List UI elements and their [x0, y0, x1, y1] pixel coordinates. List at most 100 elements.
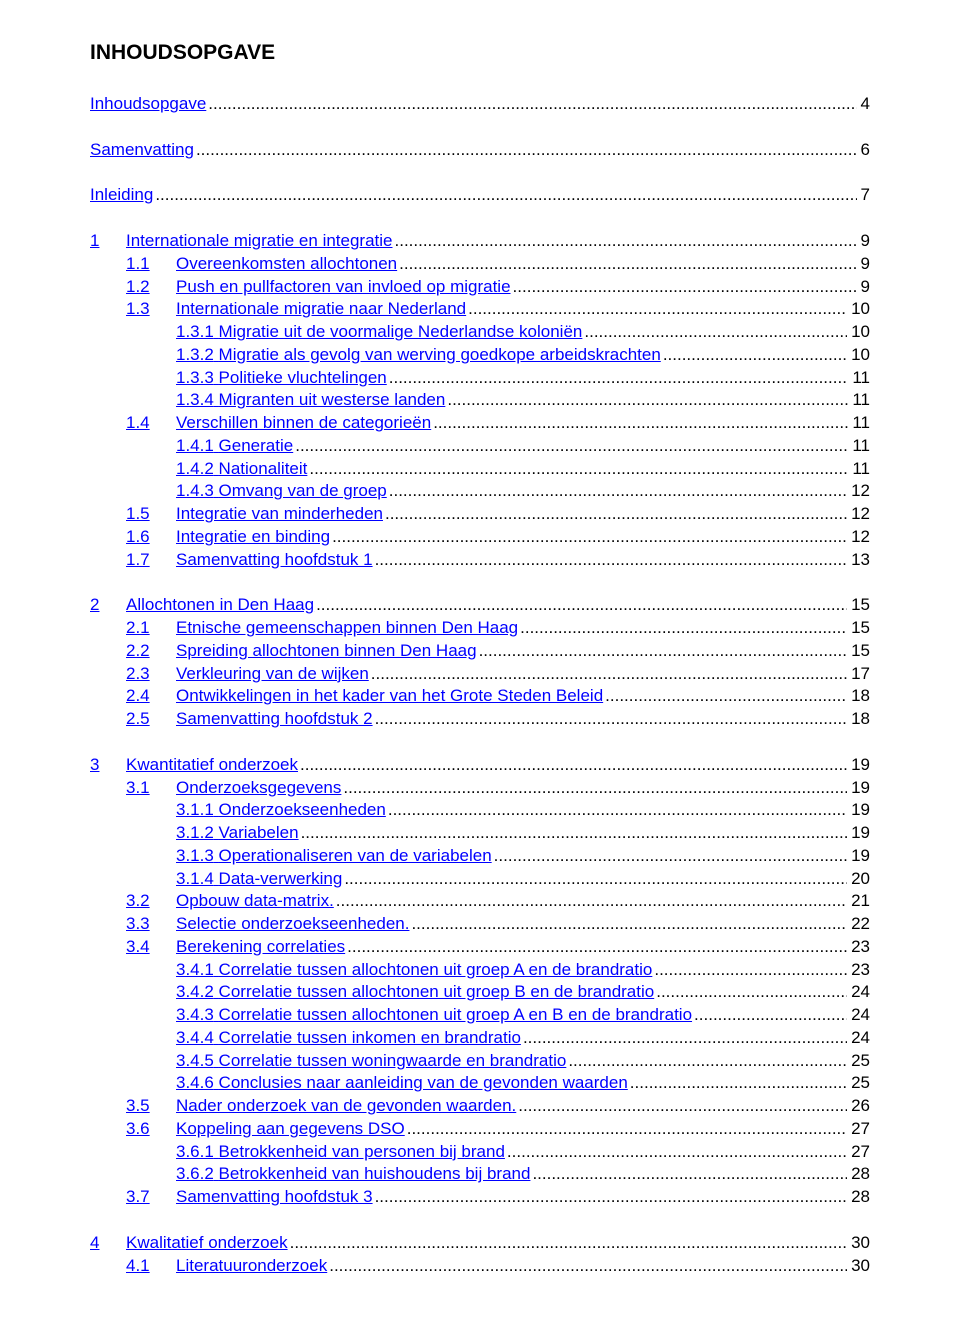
- toc-link[interactable]: 3.4.4 Correlatie tussen inkomen en brand…: [176, 1027, 521, 1049]
- toc-link[interactable]: Verschillen binnen de categorieën: [176, 412, 431, 434]
- toc-link[interactable]: Internationale migratie en integratie: [126, 230, 393, 252]
- toc-page-number: 9: [861, 253, 870, 275]
- toc-link[interactable]: Etnische gemeenschappen binnen Den Haag: [176, 617, 518, 639]
- toc-link[interactable]: 3.1.3 Operationaliseren van de variabele…: [176, 845, 492, 867]
- toc-link[interactable]: 3.4.6 Conclusies naar aanleiding van de …: [176, 1072, 628, 1094]
- toc-chapter-number[interactable]: 4: [90, 1232, 126, 1254]
- toc-page-number: 18: [851, 685, 870, 707]
- toc-leader: [196, 139, 857, 161]
- toc-section-number[interactable]: 1.7: [126, 549, 176, 571]
- toc-link[interactable]: Ontwikkelingen in het kader van het Grot…: [176, 685, 603, 707]
- toc-page-number: 26: [851, 1095, 870, 1117]
- toc-section-number[interactable]: 3.4: [126, 936, 176, 958]
- toc-link[interactable]: 3.1.4 Data-verwerking: [176, 868, 342, 890]
- toc-page-number: 30: [851, 1255, 870, 1277]
- toc-leader: [523, 1027, 847, 1049]
- toc-link[interactable]: Integratie en binding: [176, 526, 330, 548]
- toc-link[interactable]: Inleiding: [90, 184, 153, 206]
- toc-link[interactable]: Nader onderzoek van de gevonden waarden.: [176, 1095, 516, 1117]
- toc-link[interactable]: 1.4.3 Omvang van de groep: [176, 480, 387, 502]
- toc-link[interactable]: Verkleuring van de wijken: [176, 663, 369, 685]
- toc-link[interactable]: Allochtonen in Den Haag: [126, 594, 314, 616]
- toc-link[interactable]: 3.1.1 Onderzoekseenheden: [176, 799, 386, 821]
- toc-link[interactable]: 3.6.2 Betrokkenheid van huishoudens bij …: [176, 1163, 530, 1185]
- toc-section-number[interactable]: 3.1: [126, 777, 176, 799]
- toc-page-number: 10: [851, 298, 870, 320]
- toc-row: 3.1Onderzoeksgegevens19: [90, 777, 870, 799]
- toc-section-number[interactable]: 2.3: [126, 663, 176, 685]
- toc-link[interactable]: Push en pullfactoren van invloed op migr…: [176, 276, 511, 298]
- toc-spacer: [90, 207, 870, 229]
- toc-link[interactable]: 1.3.3 Politieke vluchtelingen: [176, 367, 387, 389]
- toc-section-number[interactable]: 3.6: [126, 1118, 176, 1140]
- toc-subsection-number: 1.3.1: [176, 322, 214, 341]
- toc-row: 3.7Samenvatting hoofdstuk 328: [90, 1186, 870, 1208]
- toc-link[interactable]: 1.3.2 Migratie als gevolg van werving go…: [176, 344, 661, 366]
- toc-page-number: 25: [851, 1050, 870, 1072]
- toc-link[interactable]: 3.1.2 Variabelen: [176, 822, 299, 844]
- toc-link[interactable]: 1.3.4 Migranten uit westerse landen: [176, 389, 445, 411]
- toc-subsection-number: 3.1.2: [176, 823, 214, 842]
- toc-page-number: 19: [851, 822, 870, 844]
- toc-link[interactable]: 3.4.5 Correlatie tussen woningwaarde en …: [176, 1050, 566, 1072]
- toc-link[interactable]: Samenvatting hoofdstuk 3: [176, 1186, 373, 1208]
- toc-row: 3.6.2 Betrokkenheid van huishoudens bij …: [90, 1163, 870, 1185]
- toc-link[interactable]: 1.4.2 Nationaliteit: [176, 458, 307, 480]
- toc-link[interactable]: Integratie van minderheden: [176, 503, 383, 525]
- toc-leader: [300, 754, 847, 776]
- toc-subsection-label: Migranten uit westerse landen: [219, 390, 446, 409]
- toc-link[interactable]: 1.4.1 Generatie: [176, 435, 293, 457]
- toc-row: 1.5Integratie van minderheden12: [90, 503, 870, 525]
- toc-leader: [389, 367, 849, 389]
- toc-section-number[interactable]: 2.1: [126, 617, 176, 639]
- toc-row: 2.3Verkleuring van de wijken17: [90, 663, 870, 685]
- toc-link[interactable]: 1.3.1 Migratie uit de voormalige Nederla…: [176, 321, 582, 343]
- toc-link[interactable]: 3.4.3 Correlatie tussen allochtonen uit …: [176, 1004, 692, 1026]
- toc-section-number[interactable]: 1.1: [126, 253, 176, 275]
- toc-link[interactable]: Onderzoeksgegevens: [176, 777, 341, 799]
- toc-link[interactable]: Internationale migratie naar Nederland: [176, 298, 466, 320]
- toc-link[interactable]: 3.4.1 Correlatie tussen allochtonen uit …: [176, 959, 652, 981]
- toc-link[interactable]: Kwalitatief onderzoek: [126, 1232, 288, 1254]
- toc-section-number[interactable]: 1.6: [126, 526, 176, 548]
- toc-leader: [336, 890, 847, 912]
- toc-leader: [447, 389, 848, 411]
- toc-section-number[interactable]: 2.2: [126, 640, 176, 662]
- toc-link[interactable]: Literatuuronderzoek: [176, 1255, 327, 1277]
- toc-section-number[interactable]: 1.4: [126, 412, 176, 434]
- toc-link[interactable]: Inhoudsopgave: [90, 93, 206, 115]
- toc-link[interactable]: Opbouw data-matrix.: [176, 890, 334, 912]
- toc-link[interactable]: Overeenkomsten allochtonen: [176, 253, 397, 275]
- toc-section-number[interactable]: 3.2: [126, 890, 176, 912]
- toc-chapter-number[interactable]: 1: [90, 230, 126, 252]
- toc-link[interactable]: Samenvatting hoofdstuk 2: [176, 708, 373, 730]
- toc-subsection-label: Migratie als gevolg van werving goedkope…: [219, 345, 661, 364]
- toc-link[interactable]: Kwantitatief onderzoek: [126, 754, 298, 776]
- toc-leader: [520, 617, 847, 639]
- toc-link[interactable]: 3.4.2 Correlatie tussen allochtonen uit …: [176, 981, 654, 1003]
- toc-leader: [155, 184, 856, 206]
- toc-page-number: 23: [851, 959, 870, 981]
- toc-page-number: 18: [851, 708, 870, 730]
- toc-section-number[interactable]: 2.4: [126, 685, 176, 707]
- toc-link[interactable]: Samenvatting hoofdstuk 1: [176, 549, 373, 571]
- toc-section-number[interactable]: 3.5: [126, 1095, 176, 1117]
- toc-section-number[interactable]: 1.3: [126, 298, 176, 320]
- toc-page-number: 11: [852, 435, 870, 457]
- toc-link[interactable]: Koppeling aan gegevens DSO: [176, 1118, 405, 1140]
- toc-section-number[interactable]: 2.5: [126, 708, 176, 730]
- toc-link[interactable]: 3.6.1 Betrokkenheid van personen bij bra…: [176, 1141, 505, 1163]
- toc-section-number[interactable]: 4.1: [126, 1255, 176, 1277]
- toc-link[interactable]: Selectie onderzoekseenheden.: [176, 913, 409, 935]
- toc-section-number[interactable]: 3.7: [126, 1186, 176, 1208]
- toc-chapter-number[interactable]: 3: [90, 754, 126, 776]
- toc-link[interactable]: Samenvatting: [90, 139, 194, 161]
- toc-link[interactable]: Berekening correlaties: [176, 936, 345, 958]
- toc-section-number[interactable]: 1.5: [126, 503, 176, 525]
- toc-section-number[interactable]: 1.2: [126, 276, 176, 298]
- toc-row: 3.4.3 Correlatie tussen allochtonen uit …: [90, 1004, 870, 1026]
- toc-link[interactable]: Spreiding allochtonen binnen Den Haag: [176, 640, 477, 662]
- toc-leader: [518, 1095, 847, 1117]
- toc-section-number[interactable]: 3.3: [126, 913, 176, 935]
- toc-chapter-number[interactable]: 2: [90, 594, 126, 616]
